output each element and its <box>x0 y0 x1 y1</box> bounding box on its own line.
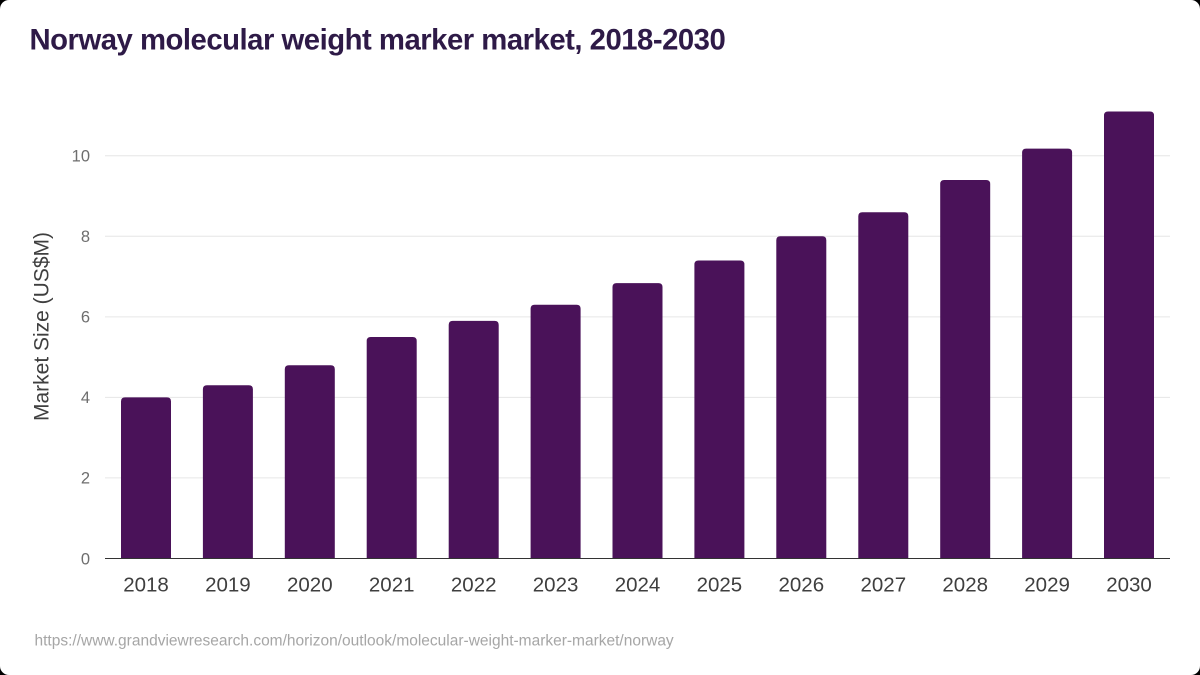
svg-text:2028: 2028 <box>942 573 988 596</box>
svg-text:2018: 2018 <box>123 573 169 596</box>
svg-text:2025: 2025 <box>697 573 743 596</box>
svg-text:2029: 2029 <box>1024 573 1070 596</box>
svg-text:2022: 2022 <box>451 573 497 596</box>
svg-text:https://www.grandviewresearch.: https://www.grandviewresearch.com/horizo… <box>35 633 674 650</box>
svg-text:2021: 2021 <box>369 573 415 596</box>
svg-text:10: 10 <box>72 148 90 166</box>
svg-text:0: 0 <box>81 550 90 568</box>
svg-text:2023: 2023 <box>533 573 579 596</box>
svg-text:2: 2 <box>81 470 90 488</box>
svg-text:2020: 2020 <box>287 573 333 596</box>
svg-text:4: 4 <box>81 389 90 407</box>
svg-text:2027: 2027 <box>860 573 906 596</box>
svg-text:2019: 2019 <box>205 573 251 596</box>
svg-text:Norway molecular weight marker: Norway molecular weight marker market, 2… <box>30 23 726 56</box>
svg-text:Market Size (US$M): Market Size (US$M) <box>31 232 54 421</box>
svg-text:2024: 2024 <box>615 573 661 596</box>
svg-text:6: 6 <box>81 309 90 327</box>
svg-text:2026: 2026 <box>778 573 824 596</box>
svg-text:8: 8 <box>81 228 90 246</box>
svg-text:2030: 2030 <box>1106 573 1152 596</box>
